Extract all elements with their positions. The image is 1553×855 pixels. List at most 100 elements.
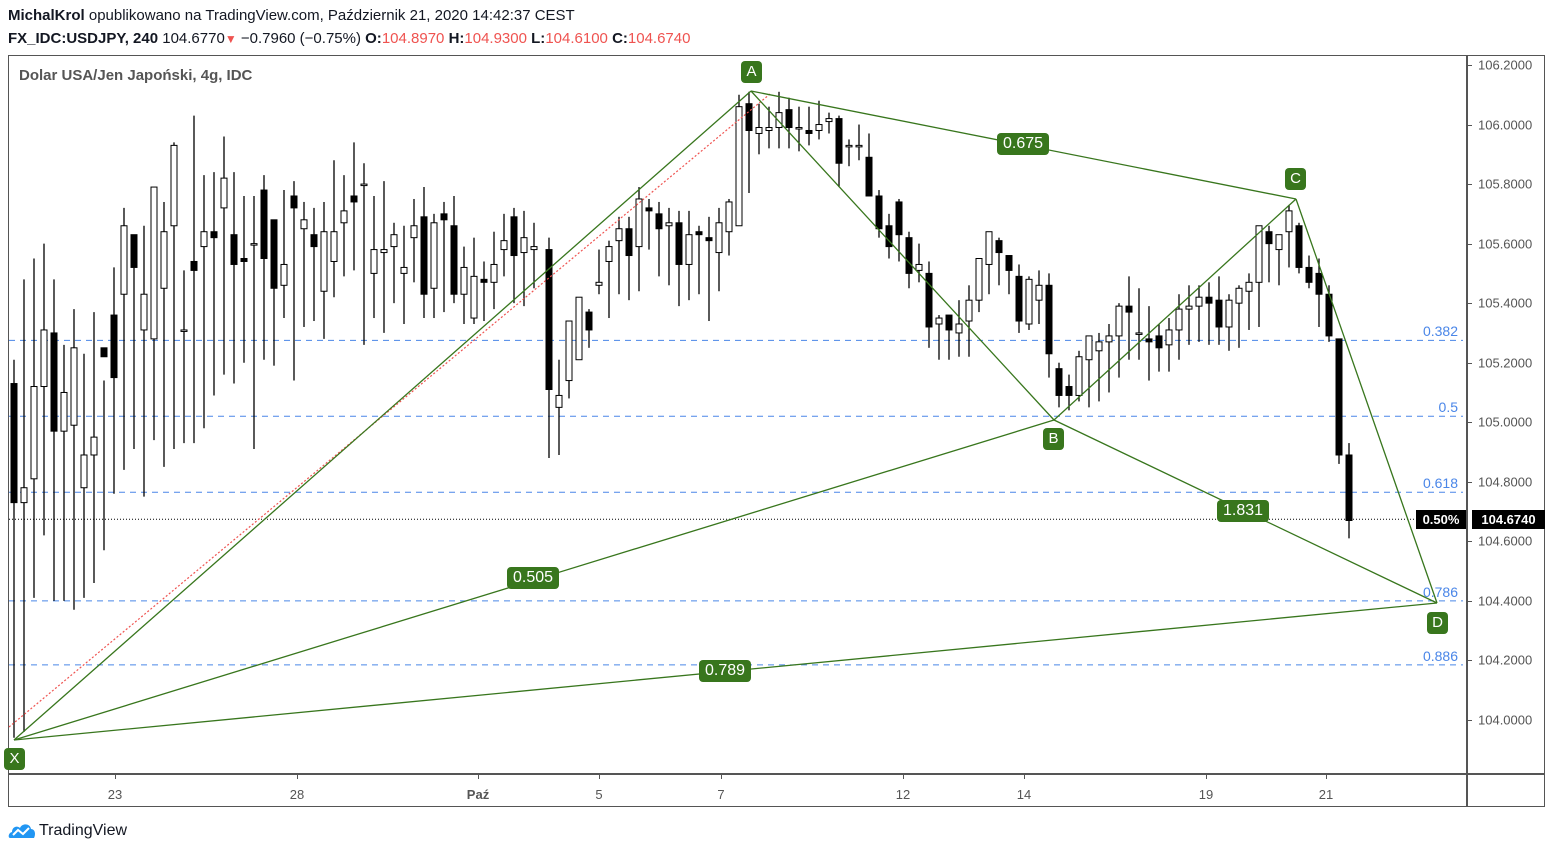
candle-body — [925, 272, 933, 328]
last-price-badge: 104.6740 — [1472, 510, 1545, 529]
candle-body — [1345, 454, 1353, 521]
candle-body — [1025, 278, 1033, 325]
candle-body — [220, 177, 228, 209]
candle-body — [555, 394, 563, 408]
pattern-point-a[interactable]: A — [741, 61, 762, 83]
candle-body — [955, 323, 963, 334]
candle-body — [695, 231, 703, 236]
candle-body — [1335, 338, 1343, 456]
pattern-point-d[interactable]: D — [1427, 612, 1448, 634]
pattern-point-b[interactable]: B — [1043, 428, 1064, 450]
candle-body — [865, 156, 873, 197]
candle-body — [725, 201, 733, 233]
price-tick-mark — [1467, 481, 1472, 483]
candle-body — [320, 231, 328, 292]
candle-body — [1185, 305, 1193, 310]
candle-body — [745, 103, 753, 131]
leg-bc — [1053, 198, 1297, 421]
candle-body — [270, 219, 278, 289]
candle-body — [200, 231, 208, 248]
candle-body — [1195, 296, 1203, 307]
candle-body — [30, 386, 38, 480]
candle-body — [170, 144, 178, 227]
candle-body — [130, 234, 138, 268]
candle-body — [70, 347, 78, 426]
price-tick-label: 106.2000 — [1478, 57, 1533, 73]
fib-level-label: 0.786 — [1422, 583, 1458, 600]
candle-body — [1105, 335, 1113, 343]
price-tick-mark — [1467, 65, 1472, 66]
low-value: 104.6100 — [545, 30, 608, 47]
candle-body — [400, 266, 408, 274]
candle-body — [360, 183, 368, 187]
high-value: 104.9300 — [464, 30, 527, 47]
candle-body — [430, 222, 438, 289]
candle-body — [1085, 335, 1093, 361]
time-tick-mark — [903, 774, 904, 779]
candle-body — [565, 320, 573, 382]
ratio-label-x-b[interactable]: 0.505 — [507, 567, 560, 589]
candle-body — [885, 225, 893, 248]
candle-body — [675, 222, 683, 265]
candle-body — [1275, 234, 1283, 251]
candle-body — [545, 249, 553, 390]
price-tick-mark — [1467, 184, 1472, 186]
author-name: MichalKrol — [8, 7, 85, 24]
candle-body — [1175, 308, 1183, 331]
candle-body — [785, 109, 793, 129]
candle-body — [290, 195, 298, 209]
candle-body — [1305, 266, 1313, 283]
candle-body — [1165, 329, 1173, 346]
candle-body — [805, 129, 813, 134]
candle-body — [390, 234, 398, 248]
candle-body — [635, 198, 643, 248]
fib-level-label: 0.5 — [1438, 399, 1458, 416]
candle-body — [1055, 368, 1063, 396]
fib-level-label: 0.886 — [1422, 647, 1458, 664]
candle-body — [90, 436, 98, 456]
candle-body — [705, 237, 713, 242]
candle-body — [80, 454, 88, 489]
tradingview-logo-icon — [8, 824, 36, 838]
candle-body — [755, 127, 763, 134]
candle-body — [50, 332, 58, 432]
time-tick-label: 21 — [1318, 787, 1334, 802]
ratio-label-x-d[interactable]: 0.789 — [699, 660, 752, 682]
pattern-point-x[interactable]: X — [4, 748, 25, 770]
candle-body — [120, 225, 128, 295]
ratio-label-a-c[interactable]: 0.675 — [997, 133, 1050, 155]
tradingview-branding[interactable]: TradingView — [8, 821, 127, 841]
candle-body — [1125, 305, 1133, 313]
candle-body — [240, 258, 248, 262]
candle-body — [715, 222, 723, 254]
open-label: O: — [365, 30, 382, 47]
price-tick-label: 105.6000 — [1478, 236, 1533, 252]
candle-body — [1065, 386, 1073, 396]
candle-body — [665, 222, 673, 227]
time-tick-label: 5 — [595, 787, 603, 802]
brand-name: TradingView — [39, 822, 128, 839]
last-price: 104.6770 — [162, 30, 225, 47]
candle-body — [1015, 275, 1023, 322]
candle-body — [1095, 341, 1103, 352]
candle-body — [180, 329, 188, 332]
candle-body — [1135, 332, 1143, 335]
ratio-label-b-d[interactable]: 1.831 — [1217, 500, 1270, 522]
pattern-point-c[interactable]: C — [1285, 168, 1306, 190]
candle-body — [210, 231, 218, 239]
time-tick-label: 23 — [107, 787, 123, 802]
candle-body — [1285, 210, 1293, 233]
time-tick-mark — [599, 774, 600, 779]
fib-level-label: 0.618 — [1422, 475, 1458, 492]
chart-legend: Dolar USA/Jen Japoński, 4g, IDC — [19, 67, 253, 84]
candle-body — [615, 228, 623, 242]
time-tick-mark — [478, 774, 479, 779]
price-tick-label: 105.0000 — [1478, 414, 1533, 430]
candle-body — [605, 246, 613, 262]
candle-body — [10, 383, 18, 504]
candle-body — [795, 127, 803, 130]
price-tick-mark — [1467, 124, 1472, 126]
price-change: −0.7960 (−0.75%) — [240, 30, 361, 47]
time-tick-mark — [1206, 774, 1207, 779]
